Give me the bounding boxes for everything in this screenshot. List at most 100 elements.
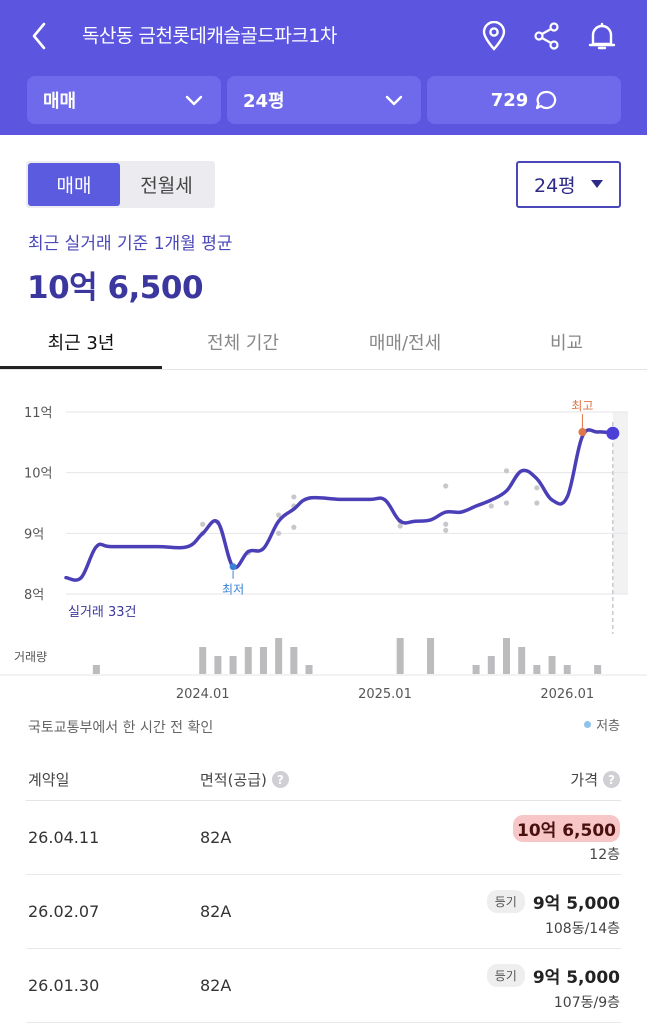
table-row[interactable]: 26.01.30 82A 등기 9억 5,000 107동/9층 bbox=[0, 949, 647, 1023]
row-floor: 107동/9층 bbox=[553, 995, 620, 1011]
deal-point bbox=[503, 468, 510, 474]
chevron-left-icon bbox=[32, 22, 46, 50]
future-region bbox=[612, 412, 628, 594]
tab-recent-3y[interactable]: 최근 3년 bbox=[47, 333, 115, 354]
row-price-wrap: 등기 9억 5,000 bbox=[486, 889, 620, 914]
deal-count-label: 실거래 33건 bbox=[68, 605, 137, 620]
deal-segment-control: 매매 전월세 bbox=[26, 161, 215, 208]
volume-bar bbox=[275, 638, 283, 674]
deal-point bbox=[291, 524, 297, 530]
bell-icon bbox=[588, 22, 616, 50]
volume-bar bbox=[214, 656, 222, 674]
deal-point bbox=[443, 483, 449, 489]
volume-bar bbox=[548, 656, 556, 674]
y-tick-label: 11억 bbox=[24, 406, 53, 421]
price-line bbox=[64, 428, 615, 582]
deal-type-label: 매매 bbox=[43, 91, 77, 112]
tab-compare[interactable]: 비교 bbox=[549, 333, 584, 354]
comment-count: 729 bbox=[490, 89, 529, 111]
deal-point bbox=[443, 527, 449, 533]
map-pin-icon bbox=[482, 21, 506, 51]
low-label: 최저 bbox=[222, 583, 244, 597]
volume-bar bbox=[396, 638, 404, 674]
volume-bar bbox=[502, 638, 510, 674]
volume-bar bbox=[305, 665, 313, 674]
registered-badge: 등기 bbox=[486, 964, 525, 987]
tab-all-period[interactable]: 전체 기간 bbox=[207, 333, 279, 354]
source-note: 국토교통부에서 한 시간 전 확인 bbox=[28, 720, 214, 736]
header-area: 면적(공급)? bbox=[200, 769, 289, 790]
chevron-down-icon bbox=[181, 95, 207, 106]
size-dropdown[interactable]: 24평 bbox=[227, 76, 421, 124]
deal-point bbox=[200, 521, 206, 527]
chevron-down-icon bbox=[381, 95, 407, 106]
row-area: 82A bbox=[200, 828, 232, 847]
volume-bar bbox=[92, 665, 100, 674]
caret-down-icon bbox=[591, 180, 603, 188]
row-price-wrap: 등기 9억 5,000 bbox=[486, 963, 620, 988]
tab-sale-jeonse[interactable]: 매매/전세 bbox=[368, 333, 442, 354]
row-price: 9억 5,000 bbox=[532, 968, 620, 988]
volume-bar bbox=[563, 665, 571, 674]
average-price: 10억 6,500 bbox=[27, 270, 204, 306]
row-area: 82A bbox=[200, 902, 232, 921]
volume-bar bbox=[290, 647, 298, 674]
volume-bar bbox=[518, 647, 526, 674]
share-icon bbox=[534, 22, 559, 50]
x-tick-label: 2025.01 bbox=[358, 687, 412, 702]
registered-badge: 등기 bbox=[486, 890, 525, 913]
help-icon[interactable]: ? bbox=[271, 771, 289, 788]
deal-point bbox=[276, 512, 282, 518]
deal-type-dropdown[interactable]: 매매 bbox=[27, 76, 221, 124]
header-date: 계약일 bbox=[28, 769, 69, 790]
volume-bar bbox=[487, 656, 495, 674]
y-tick-label: 10억 bbox=[24, 467, 53, 482]
row-divider bbox=[26, 874, 621, 875]
row-date: 26.01.30 bbox=[28, 976, 100, 995]
page-title: 독산동 금천롯데캐슬골드파크1차 bbox=[82, 25, 337, 47]
row-divider bbox=[26, 948, 621, 949]
location-button[interactable] bbox=[476, 18, 512, 54]
deal-point bbox=[276, 530, 282, 536]
row-price: 10억 6,500 bbox=[513, 815, 620, 842]
app-header: 독산동 금천롯데캐슬골드파크1차 매매 24평 729 bbox=[0, 0, 647, 135]
high-label: 최고 bbox=[571, 399, 593, 413]
segment-rent[interactable]: 전월세 bbox=[140, 175, 193, 197]
volume-bar bbox=[229, 656, 237, 674]
row-divider bbox=[26, 1022, 621, 1023]
header-date-label: 계약일 bbox=[28, 771, 70, 789]
share-button[interactable] bbox=[529, 18, 565, 54]
x-tick-label: 2026.01 bbox=[540, 687, 594, 702]
low-floor-dot bbox=[584, 721, 592, 728]
volume-bar bbox=[533, 665, 541, 674]
row-area: 82A bbox=[200, 976, 232, 995]
volume-label: 거래량 bbox=[14, 650, 47, 664]
notification-button[interactable] bbox=[584, 18, 620, 54]
deal-point bbox=[534, 500, 540, 506]
row-floor: 108동/14층 bbox=[544, 921, 620, 937]
x-tick-label: 2024.01 bbox=[176, 687, 230, 702]
volume-bar bbox=[199, 647, 207, 674]
table-row[interactable]: 26.02.07 82A 등기 9억 5,000 108동/14층 bbox=[0, 875, 647, 949]
latest-point bbox=[606, 426, 620, 440]
segment-sale[interactable]: 매매 bbox=[28, 163, 120, 206]
deal-point bbox=[488, 503, 494, 509]
period-tabs: 최근 3년 전체 기간 매매/전세 비교 bbox=[0, 314, 647, 370]
back-button[interactable] bbox=[24, 18, 54, 54]
volume-bar bbox=[472, 665, 480, 674]
size-label: 24평 bbox=[243, 91, 285, 112]
volume-bar bbox=[427, 638, 435, 674]
row-price-wrap: 10억 6,500 bbox=[513, 815, 620, 842]
table-row[interactable]: 26.04.11 82A 10억 6,500 12층 bbox=[0, 801, 647, 875]
chart-legend: 저층 bbox=[584, 715, 620, 734]
deal-point bbox=[291, 494, 297, 500]
chat-bubble-icon bbox=[536, 90, 557, 110]
volume-bar bbox=[244, 647, 252, 674]
size-select[interactable]: 24평 bbox=[516, 161, 621, 208]
help-icon[interactable]: ? bbox=[603, 771, 620, 788]
comments-button[interactable]: 729 bbox=[427, 76, 621, 124]
header-price-label: 가격 bbox=[570, 771, 598, 789]
row-price: 9억 5,000 bbox=[532, 894, 620, 914]
row-date: 26.02.07 bbox=[28, 902, 100, 921]
